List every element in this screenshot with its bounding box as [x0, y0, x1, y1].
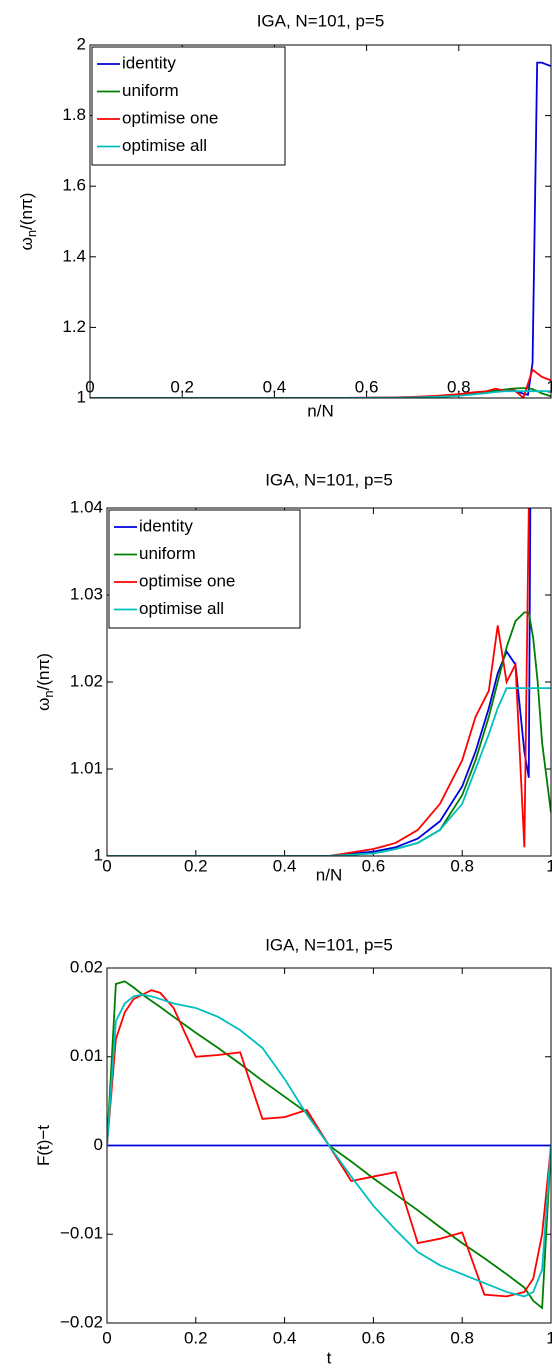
axes-box [89, 44, 552, 399]
y-label-part: ω [34, 698, 53, 711]
legend-label: identity [122, 53, 176, 72]
legend-label: optimise all [122, 136, 207, 155]
x-tick-label: 1 [546, 856, 552, 875]
subplot: IGA, N=101, p=5 0 0.2 0.4 0.6 0.8 1 −0.02 −0.01 0… [34, 935, 552, 1367]
legend-label: uniform [122, 81, 179, 100]
axes-box [106, 967, 552, 1324]
x-tick-label: 0.4 [273, 1328, 297, 1347]
x-axis-label: n/N [316, 865, 342, 884]
plot-area [90, 61, 551, 398]
legend-label: uniform [139, 544, 196, 563]
chart-title: IGA, N=101, p=5 [265, 935, 393, 954]
y-tick-label: 1.03 [70, 584, 103, 603]
data-line [107, 980, 551, 1310]
x-tick-label: 0.6 [362, 856, 386, 875]
x-tick-label: 0 [102, 856, 111, 875]
axes-box [106, 507, 552, 857]
y-tick-label: 1.01 [70, 758, 103, 777]
legend-box [91, 46, 286, 166]
x-tick-label: 1 [546, 377, 552, 396]
y-tick-label: 1.6 [62, 176, 86, 195]
y-label-part: F(t)−t [34, 1125, 53, 1166]
x-axis-label: n/N [307, 401, 333, 420]
y-tick-label: 1.4 [62, 246, 86, 265]
y-tick-label: 1.04 [70, 497, 103, 516]
y-label-part: /(nπ) [34, 653, 53, 690]
y-tick-label: 1.8 [62, 105, 86, 124]
y-tick-label: 1.02 [70, 671, 103, 690]
y-axis-label: ωn/(nπ) [17, 193, 39, 251]
data-line [107, 993, 551, 1298]
x-tick-label: 0.4 [273, 856, 297, 875]
y-tick-label: 1 [77, 387, 86, 406]
x-tick-label: 0.2 [170, 377, 194, 396]
data-line [107, 989, 551, 1298]
y-axis-label: F(t)−t [34, 1125, 53, 1166]
y-tick-label: −0.02 [60, 1312, 103, 1331]
y-tick-label: 2 [77, 34, 86, 53]
x-tick-label: 0.2 [184, 856, 208, 875]
chart-title: IGA, N=101, p=5 [257, 11, 385, 30]
data-line [107, 687, 551, 856]
y-axis-label: ωn/(nπ) [34, 653, 56, 711]
x-tick-label: 0.6 [355, 377, 379, 396]
data-line [90, 368, 551, 398]
x-tick-label: 0.8 [450, 856, 474, 875]
plot-area [107, 508, 551, 856]
x-axis-label: t [327, 1348, 332, 1367]
x-tick-label: 0 [102, 1328, 111, 1347]
y-label-part: /(nπ) [17, 193, 36, 230]
chart-title: IGA, N=101, p=5 [265, 470, 393, 489]
y-label-sub: n [24, 230, 39, 237]
x-tick-label: 0.8 [447, 377, 471, 396]
y-tick-label: 0 [94, 1135, 103, 1154]
legend-label: identity [139, 516, 193, 535]
y-label-sub: n [41, 690, 56, 697]
legend-box [108, 509, 301, 629]
subplot: IGA, N=101, p=50 0.2 0.4 0.6 0.8 111.21.41.61… [17, 11, 552, 420]
x-tick-label: 1 [546, 1328, 552, 1347]
x-tick-label: 0.4 [263, 377, 287, 396]
legend-label: optimise one [122, 108, 218, 127]
subplot: IGA, N=101, p=5 0 0.2 0.4 0.6 0.8 1 1 1.01 1.02 1.… [34, 470, 552, 884]
y-tick-label: −0.01 [60, 1224, 103, 1243]
plot-area [107, 980, 551, 1310]
data-line [90, 390, 551, 398]
y-tick-label: 1.2 [62, 317, 86, 336]
x-tick-label: 0.6 [362, 1328, 386, 1347]
legend-label: optimise one [139, 571, 235, 590]
y-tick-label: 0.02 [70, 957, 103, 976]
data-line [107, 508, 532, 856]
x-tick-label: 0.2 [184, 1328, 208, 1347]
y-label-part: ω [17, 237, 36, 250]
y-tick-label: 0.01 [70, 1046, 103, 1065]
legend-label: optimise all [139, 599, 224, 618]
data-line [107, 508, 530, 856]
data-line [107, 611, 551, 856]
y-tick-label: 1 [94, 845, 103, 864]
x-tick-label: 0.8 [450, 1328, 474, 1347]
